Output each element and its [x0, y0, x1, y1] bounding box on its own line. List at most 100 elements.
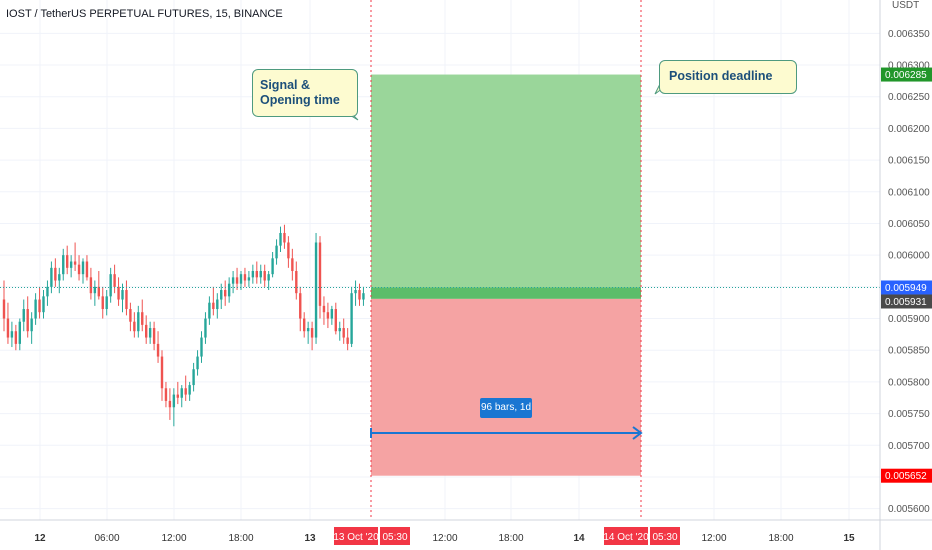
- candlestick-series: [2, 224, 365, 427]
- candle-body: [34, 299, 37, 319]
- candle-body: [50, 267, 53, 287]
- candle-body: [93, 286, 97, 294]
- candle-body: [58, 274, 61, 281]
- last-price-tag: [881, 280, 932, 295]
- candle-body: [184, 388, 187, 395]
- measure-arrow-head: [632, 426, 643, 440]
- x-tick-label: 12:00: [701, 533, 726, 544]
- y-tick-label: 0.005700: [888, 441, 930, 452]
- candle-body: [42, 296, 45, 313]
- y-tick-label: 0.005600: [888, 504, 930, 515]
- candle-body: [271, 258, 274, 275]
- candle-body: [326, 312, 330, 319]
- candle-body: [22, 309, 25, 322]
- candle-body: [251, 271, 255, 278]
- candle-body: [231, 277, 235, 284]
- loss-zone: [371, 298, 641, 476]
- candle-body: [291, 258, 294, 272]
- current-price-tag-text: 0.005931: [885, 297, 927, 308]
- x-tick-label: 18:00: [498, 533, 523, 544]
- x-tick-label: 13: [304, 533, 316, 544]
- candle-body: [239, 274, 243, 284]
- candle-body: [38, 299, 41, 313]
- y-tick-label: 0.006150: [888, 156, 930, 167]
- candle-body: [224, 290, 227, 297]
- candle-body: [160, 356, 164, 389]
- candle-body: [141, 312, 144, 325]
- candle-body: [180, 388, 183, 398]
- candle-body: [204, 318, 207, 338]
- candle-body: [212, 302, 215, 310]
- candle-body: [172, 394, 176, 408]
- candle-body: [275, 245, 278, 259]
- x-highlight-tag: [604, 527, 648, 545]
- candle-body: [109, 274, 112, 297]
- candle-body: [243, 274, 247, 281]
- deadline-callout-text: Position deadline: [669, 69, 773, 83]
- profit-zone: [371, 74, 641, 288]
- candle-body: [330, 309, 334, 319]
- candle-body: [196, 356, 199, 370]
- candle-body: [148, 328, 152, 338]
- candle-body: [14, 331, 18, 344]
- candle-body: [18, 321, 21, 344]
- candle-body: [346, 337, 349, 344]
- candle-body: [62, 255, 65, 275]
- candle-body: [338, 328, 341, 332]
- candle-body: [306, 328, 310, 332]
- candle-body: [105, 296, 108, 310]
- candle-body: [133, 321, 136, 332]
- price-scale-unit: USDT: [892, 0, 919, 11]
- candle-body: [30, 318, 33, 332]
- candle-body: [137, 312, 140, 332]
- candle-body: [77, 264, 81, 275]
- candle-body: [168, 400, 172, 408]
- candle-body: [129, 309, 132, 322]
- candle-body: [54, 267, 57, 281]
- candle-body: [117, 286, 120, 300]
- time-marker-lines: [370, 0, 642, 520]
- candle-body: [299, 293, 302, 319]
- candle-body: [216, 299, 219, 310]
- x-tick-label: 06:00: [94, 533, 119, 544]
- x-tick-label: 15: [843, 533, 855, 544]
- candle-body: [176, 394, 179, 398]
- x-tick-label: 14: [573, 533, 585, 544]
- candle-body: [354, 290, 357, 294]
- x-highlight-tag: [650, 527, 680, 545]
- candle-body: [121, 290, 124, 300]
- candle-body: [358, 290, 361, 300]
- candle-body: [295, 271, 298, 294]
- candle-body: [89, 277, 93, 294]
- candle-body: [314, 242, 318, 338]
- signal-callout-line2: Opening time: [260, 93, 340, 107]
- candle-body: [334, 309, 337, 332]
- candle-body: [2, 299, 6, 319]
- y-tick-label: 0.005900: [888, 314, 930, 325]
- candle-body: [255, 271, 258, 278]
- x-highlight-label: 14 Oct '20: [603, 532, 649, 543]
- last-price-tag-text: 0.005949: [885, 283, 927, 294]
- x-tick-label: 12:00: [161, 533, 186, 544]
- candle-body: [81, 261, 85, 275]
- candle-body: [69, 261, 73, 268]
- y-tick-label: 0.005850: [888, 346, 930, 357]
- y-tick-label: 0.006000: [888, 251, 930, 262]
- stop-price-tag-text: 0.005652: [885, 471, 927, 482]
- measure-label: 96 bars, 1d: [480, 398, 532, 418]
- candle-body: [10, 331, 14, 338]
- deadline-callout[interactable]: Position deadline: [659, 60, 797, 94]
- candle-body: [85, 261, 89, 278]
- candle-body: [350, 293, 353, 344]
- x-highlight-label: 05:30: [382, 532, 407, 543]
- candle-body: [279, 232, 282, 246]
- signal-callout[interactable]: Signal & Opening time: [252, 69, 358, 117]
- candle-body: [152, 328, 156, 344]
- y-tick-label: 0.006350: [888, 29, 930, 40]
- candle-body: [73, 261, 77, 265]
- candle-body: [101, 296, 104, 310]
- x-highlight-tag: [334, 527, 378, 545]
- candle-body: [164, 388, 168, 401]
